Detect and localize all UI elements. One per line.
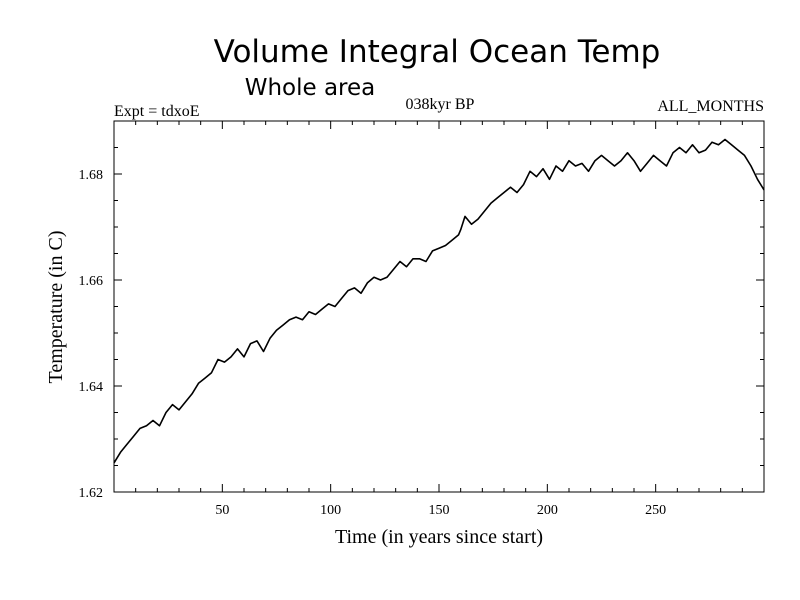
chart-title: Volume Integral Ocean Temp xyxy=(214,34,661,70)
series-line xyxy=(113,138,765,464)
experiment-label: Expt = tdxoE xyxy=(114,103,199,120)
axis-ticks xyxy=(114,121,764,492)
chart-subtitle: Whole area xyxy=(245,75,376,101)
x-tick-label: 50 xyxy=(215,503,229,518)
y-tick-label: 1.64 xyxy=(79,380,104,395)
x-tick-label: 200 xyxy=(537,503,558,518)
y-tick-label: 1.62 xyxy=(79,486,104,501)
axis-tick-labels: 50 100 150 200 250 1.62 1.64 1.66 1.68 xyxy=(79,168,667,518)
x-tick-label: 100 xyxy=(320,503,341,518)
y-tick-label: 1.66 xyxy=(79,274,104,289)
x-tick-label: 150 xyxy=(429,503,450,518)
x-axis-label: Time (in years since start) xyxy=(335,526,543,548)
period-label: 038kyr BP xyxy=(406,96,475,113)
x-tick-label: 250 xyxy=(645,503,666,518)
plot-frame xyxy=(113,120,765,493)
y-axis-label: Temperature (in C) xyxy=(45,231,67,384)
y-tick-label: 1.68 xyxy=(79,168,104,183)
months-label: ALL_MONTHS xyxy=(657,98,764,115)
